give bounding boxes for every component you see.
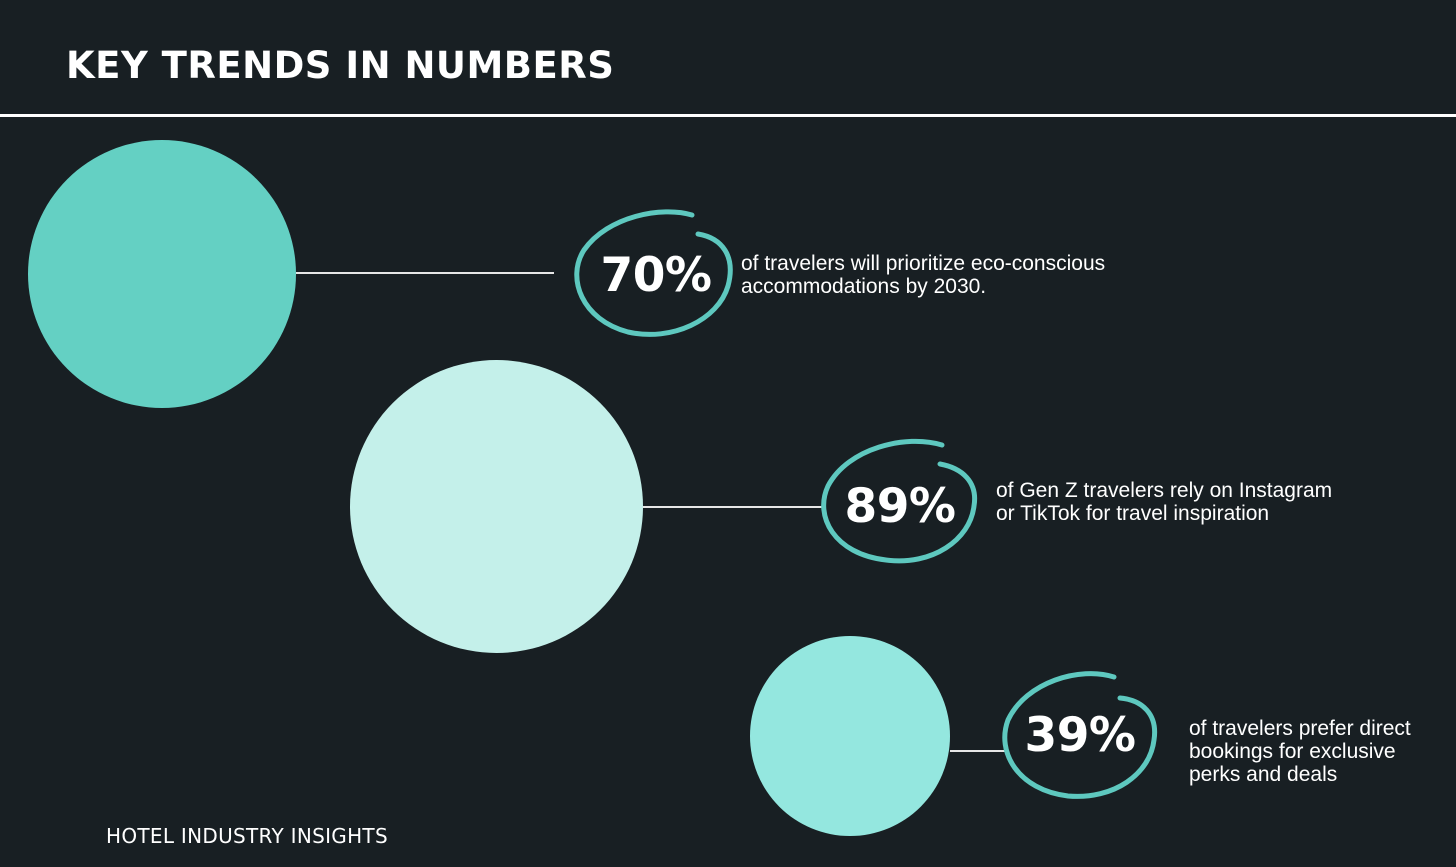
stat-2-ring-icon xyxy=(821,438,978,564)
stat-1-line-1: of travelers will prioritize eco-conscio… xyxy=(741,252,1106,275)
stat-2-description: of Gen Z travelers rely on Instagram or … xyxy=(996,479,1332,525)
stat-2-value: 89% xyxy=(844,479,957,534)
stat-3-description: of travelers prefer direct bookings for … xyxy=(1189,717,1411,786)
stat-3-value: 39% xyxy=(1024,708,1137,763)
stat-3-badge: 39% xyxy=(996,668,1164,802)
stat-1-description: of travelers will prioritize eco-conscio… xyxy=(741,252,1105,298)
stat-2-line-1: of Gen Z travelers rely on Instagram xyxy=(996,479,1333,502)
stat-2-circle xyxy=(350,360,643,653)
stat-1-connector xyxy=(296,272,554,274)
stat-1-line-2: accommodations by 2030. xyxy=(741,275,987,298)
stat-3-connector xyxy=(950,750,1008,752)
stat-3-line-3: perks and deals xyxy=(1189,763,1338,786)
stat-2-badge: 89% xyxy=(816,436,984,566)
stat-3-line-1: of travelers prefer direct xyxy=(1189,717,1411,740)
header-divider xyxy=(0,114,1456,117)
stat-3-line-2: bookings for exclusive xyxy=(1189,740,1396,763)
stat-1-ring-icon xyxy=(574,209,733,337)
stat-1-badge: 70% xyxy=(570,208,742,342)
stat-1-value: 70% xyxy=(600,248,713,303)
stat-3-circle xyxy=(750,636,950,836)
footer-label: HOTEL INDUSTRY INSIGHTS xyxy=(106,824,388,848)
stat-1-circle xyxy=(28,140,296,408)
page-title: KEY TRENDS IN NUMBERS xyxy=(66,44,615,87)
stat-3-ring-icon xyxy=(1002,671,1158,799)
stat-2-connector xyxy=(643,506,823,508)
stat-2-line-2: or TikTok for travel inspiration xyxy=(996,502,1270,525)
